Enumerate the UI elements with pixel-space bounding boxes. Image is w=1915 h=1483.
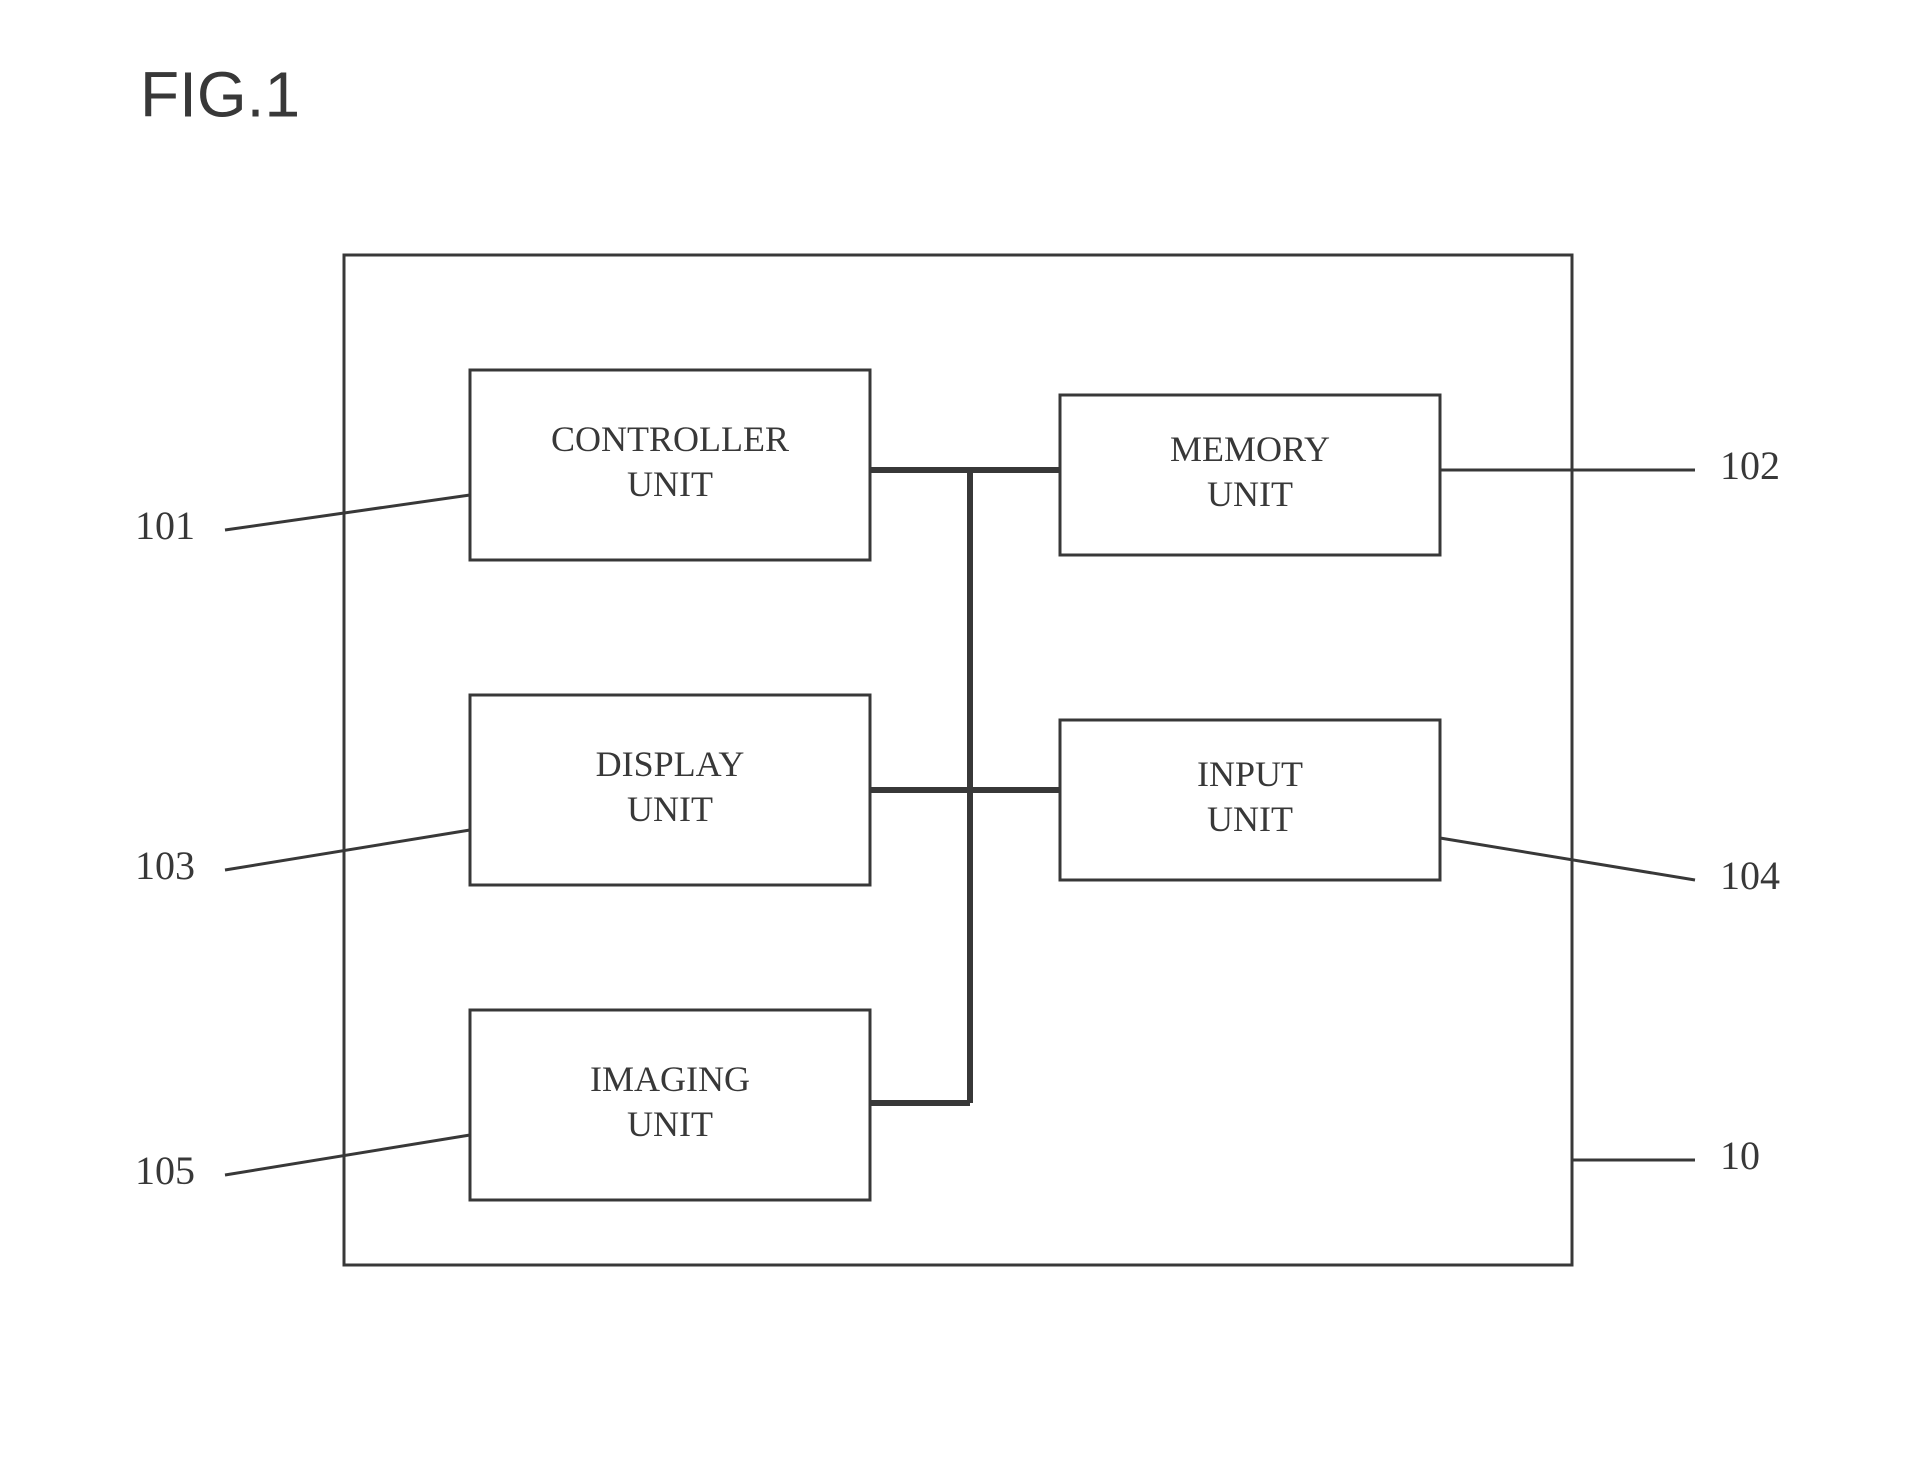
controller-leader [225, 495, 470, 530]
display-label-line-0: DISPLAY [596, 744, 745, 784]
figure-1: FIG.1 CONTROLLER UNIT 101 MEMORY UNIT 102 DISPL… [0, 0, 1915, 1483]
block-input: INPUT UNIT 104 [1060, 720, 1780, 898]
display-label-line-1: UNIT [627, 789, 713, 829]
imaging-label-line-0: IMAGING [590, 1059, 750, 1099]
device-ref: 10 [1720, 1133, 1760, 1178]
memory-ref: 102 [1720, 443, 1780, 488]
imaging-ref: 105 [135, 1148, 195, 1193]
display-ref: 103 [135, 843, 195, 888]
controller-label-line-0: CONTROLLER [551, 419, 789, 459]
input-label-line-1: UNIT [1207, 799, 1293, 839]
display-leader [225, 830, 470, 870]
memory-label-line-0: MEMORY [1170, 429, 1330, 469]
block-display: DISPLAY UNIT 103 [135, 695, 870, 888]
block-memory: MEMORY UNIT 102 [1060, 395, 1780, 555]
controller-label-line-1: UNIT [627, 464, 713, 504]
block-controller: CONTROLLER UNIT 101 [135, 370, 870, 560]
figure-title: FIG.1 [140, 58, 300, 130]
input-ref: 104 [1720, 853, 1780, 898]
controller-ref: 101 [135, 503, 195, 548]
block-imaging: IMAGING UNIT 105 [135, 1010, 870, 1200]
input-label-line-0: INPUT [1197, 754, 1303, 794]
input-leader [1440, 838, 1695, 880]
memory-label-line-1: UNIT [1207, 474, 1293, 514]
imaging-label-line-1: UNIT [627, 1104, 713, 1144]
imaging-leader [225, 1135, 470, 1175]
